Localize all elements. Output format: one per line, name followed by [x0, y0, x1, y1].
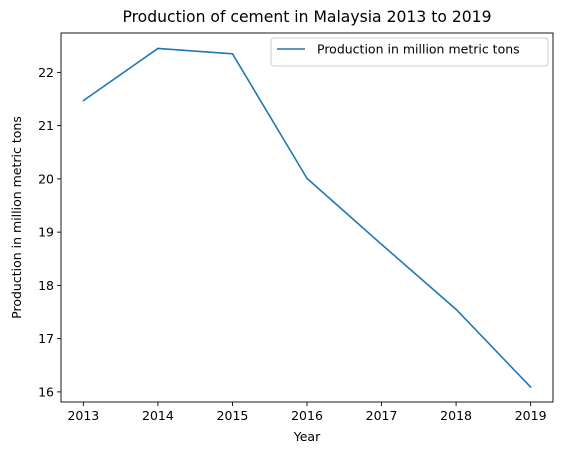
y-tick-label: 18 — [38, 278, 54, 293]
data-point — [455, 308, 457, 311]
y-tick-label: 19 — [38, 225, 54, 240]
data-point — [306, 177, 308, 180]
x-tick-label: 2016 — [291, 408, 323, 423]
data-point — [529, 386, 532, 388]
legend-label: Production in million metric tons — [317, 42, 520, 57]
y-tick-label: 20 — [38, 171, 54, 186]
legend-box — [270, 37, 549, 67]
x-tick-label: 2015 — [217, 408, 249, 423]
x-axis-label: Year — [293, 429, 321, 444]
x-tick-label: 2013 — [67, 408, 99, 423]
y-tick-label: 16 — [38, 384, 54, 399]
x-tick-label: 2019 — [515, 408, 547, 423]
legend: Production in million metric tons — [270, 37, 549, 67]
y-axis: 16 17 18 19 20 21 22 — [38, 65, 61, 399]
series-line — [82, 47, 532, 388]
y-tick-label: 17 — [38, 331, 54, 346]
series-layer — [82, 47, 532, 388]
y-tick-label: 21 — [38, 118, 54, 133]
chart-title: Production of cement in Malaysia 2013 to… — [122, 8, 491, 26]
x-axis: 2013 2014 2015 2016 2017 2018 2019 — [67, 402, 547, 423]
y-tick-label: 22 — [38, 65, 54, 80]
data-point — [157, 47, 159, 50]
x-tick-label: 2014 — [142, 408, 174, 423]
data-point — [231, 52, 234, 55]
x-tick-label: 2017 — [366, 408, 398, 423]
plot-area — [60, 32, 554, 403]
y-axis-label: Production in million metric tons — [9, 116, 24, 319]
data-point — [380, 243, 383, 246]
x-tick-label: 2018 — [440, 408, 472, 423]
data-point — [82, 99, 85, 102]
